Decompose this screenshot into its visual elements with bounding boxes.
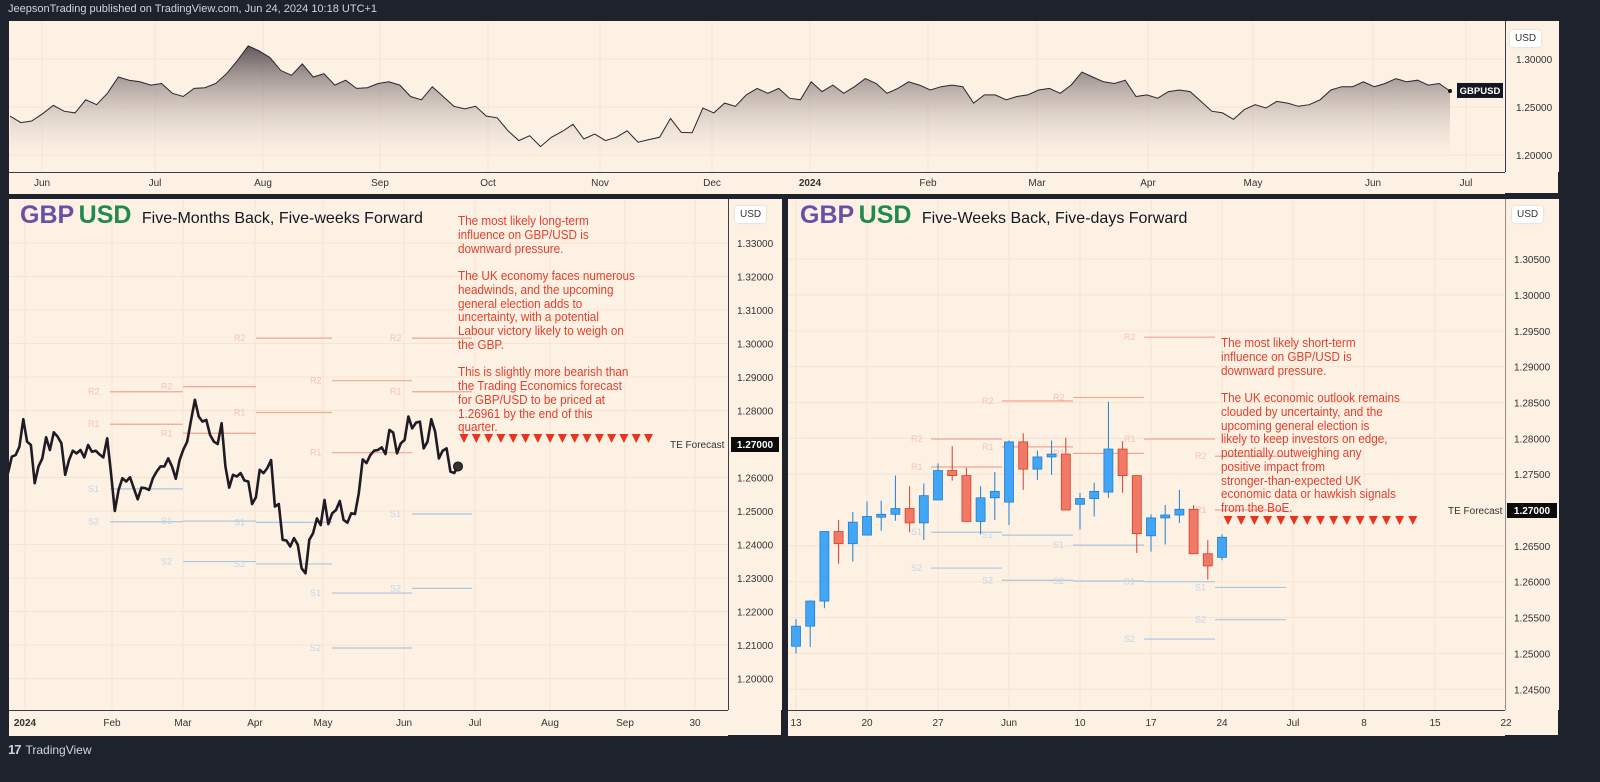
annotation-line: likely to keep investors on edge,: [1221, 431, 1388, 447]
right-date-axis[interactable]: [788, 710, 1505, 736]
annotation-line: influence on GBP/USD is: [1221, 348, 1352, 364]
left-currency-label[interactable]: USD: [735, 206, 767, 223]
annotation-line: The UK economy faces numerous: [458, 268, 635, 283]
annotation-line: This is slightly more bearish than: [458, 364, 629, 380]
annotation-line: upcoming general election is: [1221, 417, 1370, 433]
annotation-line: general election adds to: [458, 295, 583, 311]
annotation-line: [458, 255, 635, 269]
left-annotation: The most likely long-term influence on GB…: [458, 214, 635, 434]
annotation-line: quarter.: [458, 419, 498, 435]
right-title-quote: USD: [858, 201, 912, 229]
annotation-line: from the BoE.: [1221, 500, 1293, 515]
annotation-line: influence on GBP/USD is: [458, 226, 589, 242]
right-price-axis[interactable]: [1505, 199, 1559, 710]
right-title: GBP USD Five-Weeks Back, Five-days Forwa…: [800, 201, 1187, 230]
annotation-line: positive impact from: [1221, 458, 1326, 474]
annotation-line: Labour victory likely to weigh on: [458, 323, 624, 338]
left-chart-pane[interactable]: [9, 199, 781, 735]
footer-brand[interactable]: TradingView: [25, 742, 92, 757]
annotation-line: The UK economic outlook remains: [1221, 390, 1400, 405]
annotation-line: downward pressure.: [1221, 362, 1327, 378]
right-currency-label[interactable]: USD: [1512, 206, 1544, 223]
annotation-line: the GBP.: [458, 336, 504, 352]
annotation-line: 1.26961 by the end of this: [458, 405, 593, 421]
overview-date-axis[interactable]: [9, 172, 1505, 194]
annotation-line: stronger-than-expected UK: [1221, 472, 1362, 488]
tradingview-logo-icon: 17: [8, 742, 22, 757]
annotation-line: downward pressure.: [458, 240, 564, 256]
annotation-line: economic data or hawkish signals: [1221, 486, 1396, 502]
right-title-base: GBP: [800, 201, 855, 229]
annotation-line: clouded by uncertainty, and the: [1221, 403, 1383, 419]
annotation-line: headwinds, and the upcoming: [458, 281, 614, 297]
left-subtitle: Five-Months Back, Five-weeks Forward: [141, 210, 423, 227]
annotation-line: [458, 352, 635, 366]
right-chart-pane[interactable]: [788, 199, 1558, 735]
annotation-line: potentially outweighing any: [1221, 445, 1362, 460]
overview-pane[interactable]: [9, 21, 1558, 193]
publish-info: JeepsonTrading published on TradingView.…: [8, 3, 378, 15]
left-price-axis[interactable]: [728, 199, 782, 710]
annotation-line: uncertainty, with a potential: [458, 309, 599, 325]
annotation-line: the Trading Economics forecast: [458, 378, 622, 393]
left-date-axis[interactable]: [9, 710, 728, 736]
right-subtitle: Five-Weeks Back, Five-days Forward: [921, 210, 1188, 227]
overview-currency-label[interactable]: USD: [1510, 30, 1542, 47]
left-title-quote: USD: [78, 201, 132, 229]
annotation-line: for GBP/USD to be priced at: [458, 391, 605, 407]
right-annotation: The most likely short-term influence on G…: [1221, 336, 1400, 515]
annotation-line: [1221, 377, 1400, 391]
left-title: GBP USD Five-Months Back, Five-weeks For…: [20, 201, 423, 230]
annotation-line: The most likely short-term: [1221, 335, 1356, 350]
footer: 17 TradingView: [8, 742, 92, 757]
left-title-base: GBP: [20, 201, 75, 229]
annotation-line: The most likely long-term: [458, 213, 589, 228]
